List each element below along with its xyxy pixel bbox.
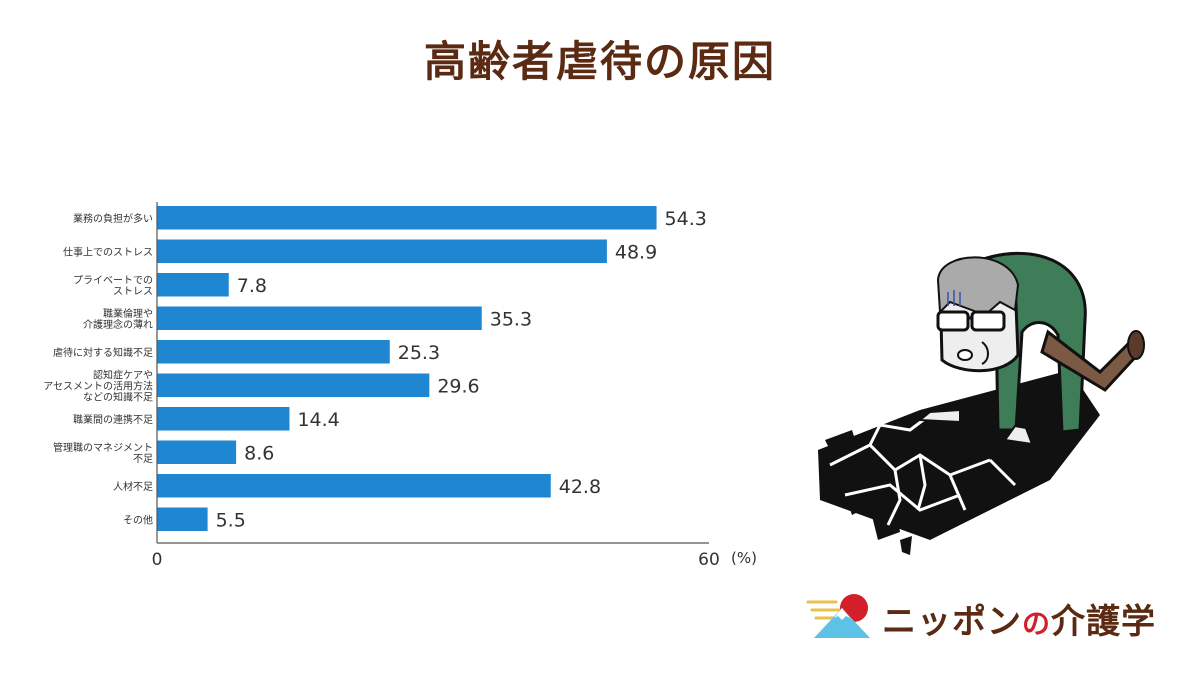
bar	[157, 306, 482, 330]
category-label: アセスメントの活用方法	[43, 379, 153, 392]
category-label: 不足	[133, 453, 153, 465]
category-label: 仕事上でのストレス	[63, 245, 153, 258]
value-label: 14.4	[297, 409, 339, 431]
brand-logo: ニッポンの介護学	[806, 592, 1176, 648]
caregiver-figure	[917, 251, 1145, 446]
cracked-floor	[818, 370, 1100, 555]
brand-name: ニッポンの介護学	[882, 594, 1156, 643]
value-label: 8.6	[244, 442, 274, 464]
value-label: 54.3	[665, 208, 707, 230]
category-label: 業務の負担が多い	[73, 212, 153, 225]
category-label: 職業間の連携不足	[73, 413, 153, 426]
value-label: 25.3	[398, 342, 440, 364]
category-label: 認知症ケアや	[93, 368, 153, 381]
value-label: 48.9	[615, 241, 657, 263]
category-label: 職業倫理や	[103, 307, 153, 320]
brand-name-no: の	[1022, 607, 1052, 640]
category-label: 介護理念の薄れ	[83, 318, 153, 331]
brand-name-part1: ニッポン	[882, 602, 1022, 642]
exhausted-caregiver-illustration	[818, 251, 1145, 555]
bar	[157, 474, 551, 498]
category-label: 虐待に対する知識不足	[53, 346, 153, 359]
category-label: などの知識不足	[83, 390, 153, 403]
category-label: ストレス	[113, 286, 153, 297]
bar	[157, 440, 237, 464]
x-tick-label: 0	[152, 550, 163, 570]
x-unit-label: (%)	[731, 549, 757, 567]
bar	[157, 373, 430, 397]
value-label: 42.8	[559, 476, 601, 498]
value-label: 7.8	[237, 275, 267, 297]
mount-fuji-sun-icon	[806, 594, 870, 638]
category-label: その他	[123, 513, 153, 526]
category-label: 人材不足	[113, 480, 153, 493]
page-title: 高齢者虐待の原因	[423, 37, 776, 86]
bar	[157, 206, 657, 230]
value-label: 35.3	[490, 308, 532, 330]
brand-name-part2: 介護学	[1051, 602, 1157, 642]
value-label: 5.5	[216, 509, 246, 531]
bar	[157, 273, 229, 297]
value-label: 29.6	[437, 375, 479, 397]
bar	[157, 239, 607, 263]
bar	[157, 507, 208, 531]
category-label: 管理職のマネジメント	[53, 441, 153, 454]
x-tick-label: 60	[698, 550, 720, 570]
bar	[157, 407, 290, 431]
category-label: プライベートでの	[73, 274, 153, 286]
bar	[157, 340, 390, 364]
